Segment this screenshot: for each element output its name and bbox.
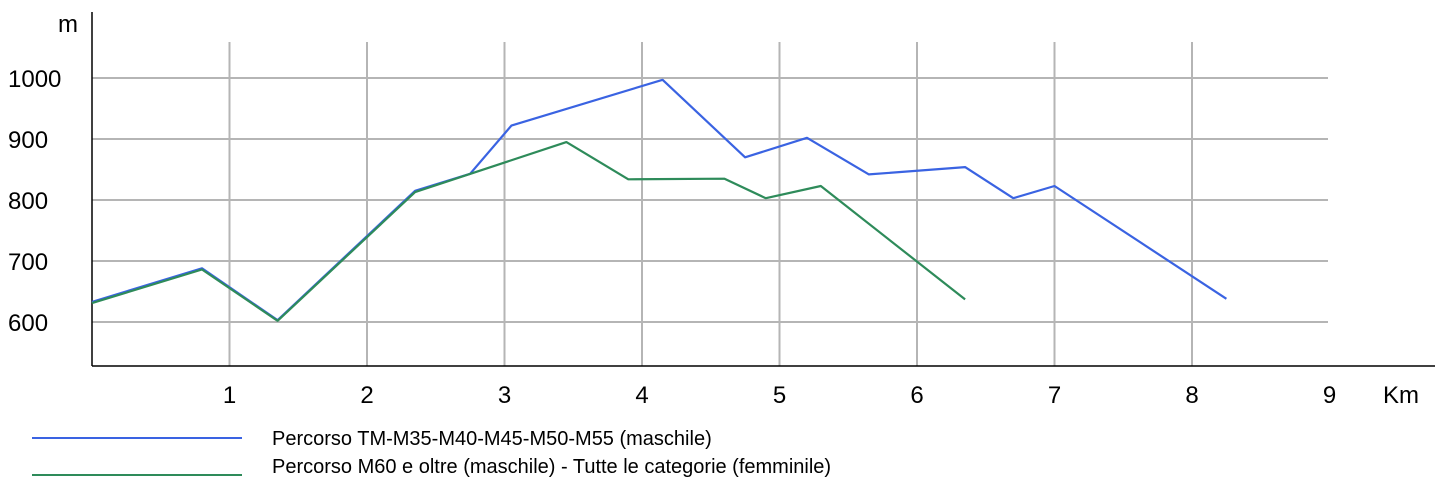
legend: Percorso TM-M35-M40-M45-M50-M55 (maschil… [32,428,831,478]
x-tick-label-1: 1 [223,382,236,409]
legend-label-series-2: Percorso M60 e oltre (maschile) - Tutte … [272,456,831,478]
x-tick-label-9: 9 [1323,382,1336,409]
y-tick-label-1000: 1000 [8,66,61,93]
axes [91,12,1435,367]
grid [92,42,1328,366]
series-line-2 [91,141,966,322]
x-tick-label-4: 4 [635,382,648,409]
series-lines [91,78,1228,322]
x-tick-label-2: 2 [360,382,373,409]
y-tick-labels: 600 700 800 900 1000 [8,66,61,337]
x-axis-label: Km [1383,382,1419,409]
x-tick-label-8: 8 [1185,382,1198,409]
legend-label-series-1: Percorso TM-M35-M40-M45-M50-M55 (maschil… [272,428,712,450]
x-tick-labels: 1 2 3 4 5 6 7 8 9 [223,382,1336,409]
y-tick-label-800: 800 [8,188,48,215]
y-tick-label-700: 700 [8,249,48,276]
x-tick-label-6: 6 [910,382,923,409]
y-axis-label: m [58,11,78,38]
x-tick-label-5: 5 [773,382,786,409]
x-tick-label-7: 7 [1048,382,1061,409]
x-tick-label-3: 3 [498,382,511,409]
y-tick-label-900: 900 [8,127,48,154]
y-tick-label-600: 600 [8,310,48,337]
